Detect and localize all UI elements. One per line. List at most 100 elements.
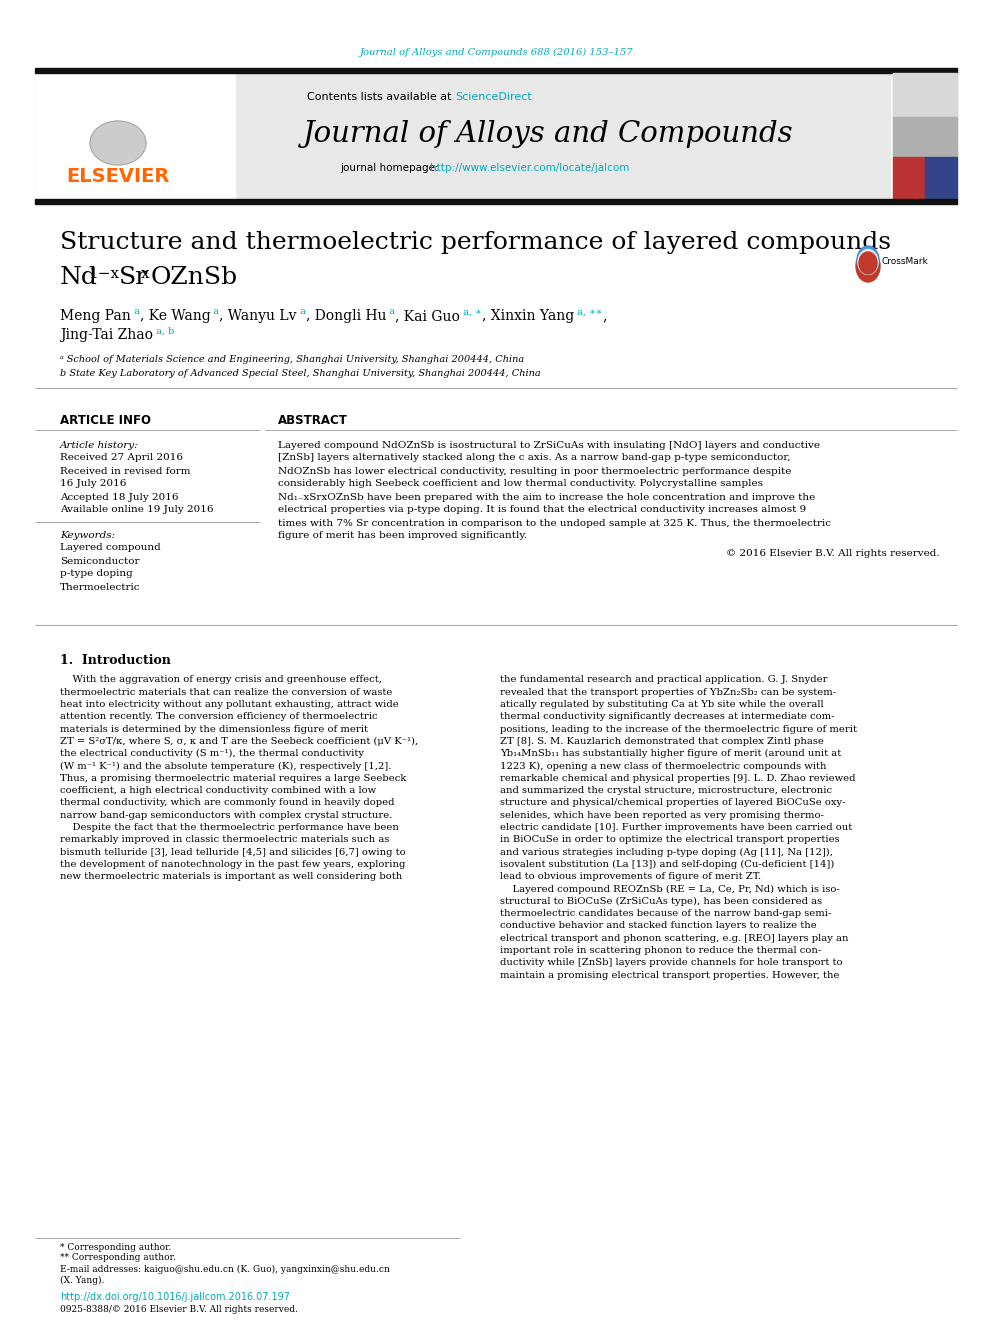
Text: figure of merit has been improved significantly.: figure of merit has been improved signif…: [278, 532, 527, 541]
Text: Received 27 April 2016: Received 27 April 2016: [60, 454, 183, 463]
Text: Accepted 18 July 2016: Accepted 18 July 2016: [60, 492, 179, 501]
Ellipse shape: [857, 246, 879, 274]
Bar: [925, 157, 957, 198]
Text: 1.  Introduction: 1. Introduction: [60, 654, 171, 667]
Text: ARTICLE INFO: ARTICLE INFO: [60, 414, 151, 426]
Text: isovalent substitution (La [13]) and self-doping (Cu-deficient [14]): isovalent substitution (La [13]) and sel…: [500, 860, 834, 869]
Text: ELSEVIER: ELSEVIER: [66, 168, 170, 187]
Text: materials is determined by the dimensionless figure of merit: materials is determined by the dimension…: [60, 725, 368, 734]
Text: (W m⁻¹ K⁻¹) and the absolute temperature (K), respectively [1,2].: (W m⁻¹ K⁻¹) and the absolute temperature…: [60, 762, 392, 771]
Text: , Kai Guo: , Kai Guo: [395, 310, 460, 323]
Text: conductive behavior and stacked function layers to realize the: conductive behavior and stacked function…: [500, 922, 816, 930]
Text: ZT = S²σT/κ, where S, σ, κ and T are the Seebeck coefficient (μV K⁻¹),: ZT = S²σT/κ, where S, σ, κ and T are the…: [60, 737, 419, 746]
Text: Despite the fact that the thermoelectric performance have been: Despite the fact that the thermoelectric…: [60, 823, 399, 832]
Bar: [893, 157, 925, 198]
Text: electrical properties via p-type doping. It is found that the electrical conduct: electrical properties via p-type doping.…: [278, 505, 806, 515]
Text: Layered compound REOZnSb (RE = La, Ce, Pr, Nd) which is iso-: Layered compound REOZnSb (RE = La, Ce, P…: [500, 885, 840, 893]
Text: a: a: [297, 307, 306, 316]
Text: and various strategies including p-type doping (Ag [11], Na [12]),: and various strategies including p-type …: [500, 848, 833, 857]
Text: the electrical conductivity (S m⁻¹), the thermal conductivity: the electrical conductivity (S m⁻¹), the…: [60, 749, 364, 758]
Text: selenides, which have been reported as very promising thermo-: selenides, which have been reported as v…: [500, 811, 824, 820]
Polygon shape: [90, 120, 146, 165]
Text: a: a: [386, 307, 395, 316]
Text: structure and physical/chemical properties of layered BiOCuSe oxy-: structure and physical/chemical properti…: [500, 799, 845, 807]
Text: p-type doping: p-type doping: [60, 569, 133, 578]
Text: attention recently. The conversion efficiency of thermoelectric: attention recently. The conversion effic…: [60, 712, 378, 721]
Text: considerably high Seebeck coefficient and low thermal conductivity. Polycrystall: considerably high Seebeck coefficient an…: [278, 479, 763, 488]
Text: ductivity while [ZnSb] layers provide channels for hole transport to: ductivity while [ZnSb] layers provide ch…: [500, 958, 842, 967]
Ellipse shape: [858, 250, 878, 274]
Text: times with 7% Sr concentration in comparison to the undoped sample at 325 K. Thu: times with 7% Sr concentration in compar…: [278, 519, 831, 528]
Text: new thermoelectric materials is important as well considering both: new thermoelectric materials is importan…: [60, 872, 402, 881]
Text: [ZnSb] layers alternatively stacked along the c axis. As a narrow band-gap p-typ: [ZnSb] layers alternatively stacked alon…: [278, 454, 791, 463]
Text: heat into electricity without any pollutant exhausting, attract wide: heat into electricity without any pollut…: [60, 700, 399, 709]
Text: With the aggravation of energy crisis and greenhouse effect,: With the aggravation of energy crisis an…: [60, 676, 382, 684]
Text: important role in scattering phonon to reduce the thermal con-: important role in scattering phonon to r…: [500, 946, 821, 955]
Text: atically regulated by substituting Ca at Yb site while the overall: atically regulated by substituting Ca at…: [500, 700, 823, 709]
Text: thermoelectric candidates because of the narrow band-gap semi-: thermoelectric candidates because of the…: [500, 909, 831, 918]
Text: CrossMark: CrossMark: [882, 258, 929, 266]
Text: thermal conductivity, which are commonly found in heavily doped: thermal conductivity, which are commonly…: [60, 799, 395, 807]
Text: Yb₁₄MnSb₁₁ has substantially higher figure of merit (around unit at: Yb₁₄MnSb₁₁ has substantially higher figu…: [500, 749, 841, 758]
Text: thermoelectric materials that can realize the conversion of waste: thermoelectric materials that can realiz…: [60, 688, 393, 697]
Text: remarkably improved in classic thermoelectric materials such as: remarkably improved in classic thermoele…: [60, 835, 390, 844]
Text: coefficient, a high electrical conductivity combined with a low: coefficient, a high electrical conductiv…: [60, 786, 376, 795]
Text: http://www.elsevier.com/locate/jalcom: http://www.elsevier.com/locate/jalcom: [430, 163, 629, 173]
Text: b State Key Laboratory of Advanced Special Steel, Shanghai University, Shanghai : b State Key Laboratory of Advanced Speci…: [60, 369, 541, 378]
Text: narrow band-gap semiconductors with complex crystal structure.: narrow band-gap semiconductors with comp…: [60, 811, 393, 820]
Text: OZnSb: OZnSb: [151, 266, 238, 290]
Bar: [35, 73, 235, 198]
Text: , Ke Wang: , Ke Wang: [140, 310, 210, 323]
Text: revealed that the transport properties of YbZn₂Sb₂ can be system-: revealed that the transport properties o…: [500, 688, 836, 697]
Text: http://dx.doi.org/10.1016/j.jallcom.2016.07.197: http://dx.doi.org/10.1016/j.jallcom.2016…: [60, 1293, 290, 1302]
Text: Article history:: Article history:: [60, 441, 139, 450]
Text: the development of nanotechnology in the past few years, exploring: the development of nanotechnology in the…: [60, 860, 406, 869]
Text: Structure and thermoelectric performance of layered compounds: Structure and thermoelectric performance…: [60, 232, 891, 254]
Text: 0925-8388/© 2016 Elsevier B.V. All rights reserved.: 0925-8388/© 2016 Elsevier B.V. All right…: [60, 1306, 298, 1315]
Text: ABSTRACT: ABSTRACT: [278, 414, 348, 426]
Text: , Wanyu Lv: , Wanyu Lv: [219, 310, 297, 323]
Text: the fundamental research and practical application. G. J. Snyder: the fundamental research and practical a…: [500, 676, 827, 684]
Text: Thermoelectric: Thermoelectric: [60, 582, 141, 591]
Text: a, ∗: a, ∗: [460, 307, 482, 316]
Ellipse shape: [859, 251, 877, 274]
Text: * Corresponding author.: * Corresponding author.: [60, 1242, 172, 1252]
Text: Journal of Alloys and Compounds: Journal of Alloys and Compounds: [303, 120, 794, 148]
Text: lead to obvious improvements of figure of merit ZT.: lead to obvious improvements of figure o…: [500, 872, 761, 881]
Text: remarkable chemical and physical properties [9]. L. D. Zhao reviewed: remarkable chemical and physical propert…: [500, 774, 855, 783]
Text: 1−x: 1−x: [88, 267, 119, 280]
Text: electric candidate [10]. Further improvements have been carried out: electric candidate [10]. Further improve…: [500, 823, 852, 832]
Bar: [893, 116, 957, 157]
Bar: [35, 67, 957, 73]
Text: 1223 K), opening a new class of thermoelectric compounds with: 1223 K), opening a new class of thermoel…: [500, 762, 826, 771]
Text: bismuth telluride [3], lead telluride [4,5] and silicides [6,7] owing to: bismuth telluride [3], lead telluride [4…: [60, 848, 406, 857]
Text: , Xinxin Yang: , Xinxin Yang: [482, 310, 574, 323]
Text: structural to BiOCuSe (ZrSiCuAs type), has been considered as: structural to BiOCuSe (ZrSiCuAs type), h…: [500, 897, 822, 906]
Bar: [893, 73, 957, 198]
Text: ScienceDirect: ScienceDirect: [455, 93, 532, 102]
Text: ᵃ School of Materials Science and Engineering, Shanghai University, Shanghai 200: ᵃ School of Materials Science and Engine…: [60, 356, 524, 365]
Text: Contents lists available at: Contents lists available at: [307, 93, 455, 102]
Text: Jing-Tai Zhao: Jing-Tai Zhao: [60, 328, 153, 343]
Text: , Dongli Hu: , Dongli Hu: [306, 310, 386, 323]
Ellipse shape: [856, 250, 880, 282]
Text: Sr: Sr: [119, 266, 148, 290]
Text: Received in revised form: Received in revised form: [60, 467, 190, 475]
Text: journal homepage:: journal homepage:: [340, 163, 441, 173]
Text: NdOZnSb has lower electrical conductivity, resulting in poor thermoelectric perf: NdOZnSb has lower electrical conductivit…: [278, 467, 792, 475]
Text: ZT [8]. S. M. Kauzlarich demonstrated that complex Zintl phase: ZT [8]. S. M. Kauzlarich demonstrated th…: [500, 737, 824, 746]
Text: Keywords:: Keywords:: [60, 531, 115, 540]
Text: Layered compound NdOZnSb is isostructural to ZrSiCuAs with insulating [NdO] laye: Layered compound NdOZnSb is isostructura…: [278, 441, 820, 450]
Text: Meng Pan: Meng Pan: [60, 310, 131, 323]
Bar: [35, 198, 957, 204]
Text: Nd: Nd: [60, 266, 98, 290]
Text: x: x: [141, 267, 150, 280]
Text: Journal of Alloys and Compounds 688 (2016) 153–157: Journal of Alloys and Compounds 688 (201…: [359, 48, 633, 57]
Text: a: a: [131, 307, 140, 316]
Text: ** Corresponding author.: ** Corresponding author.: [60, 1253, 176, 1262]
Text: E-mail addresses: kaiguo@shu.edu.cn (K. Guo), yangxinxin@shu.edu.cn: E-mail addresses: kaiguo@shu.edu.cn (K. …: [60, 1265, 390, 1274]
Text: a, b: a, b: [153, 327, 175, 336]
Text: ,: ,: [602, 310, 607, 323]
Text: a, ∗∗: a, ∗∗: [574, 307, 602, 316]
Bar: [893, 73, 957, 116]
